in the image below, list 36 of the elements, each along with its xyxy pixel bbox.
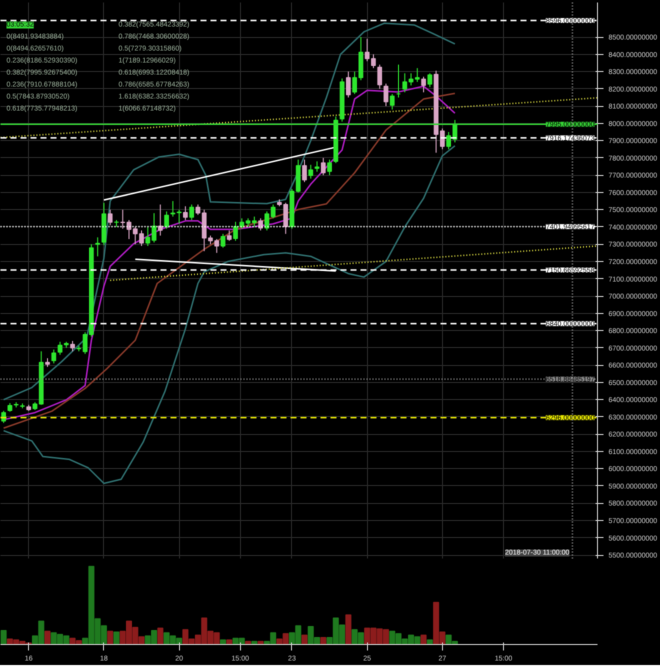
candlestick (51, 349, 56, 364)
candlestick (314, 160, 320, 172)
candlestick (308, 164, 314, 180)
candlestick (189, 204, 194, 221)
candlestick (233, 221, 238, 242)
candlestick (384, 83, 388, 107)
candlestick (421, 76, 426, 93)
bar (345, 614, 352, 644)
candlestick (427, 72, 432, 88)
candlestick (302, 159, 307, 183)
candlestick (164, 210, 169, 230)
bar (44, 630, 51, 644)
candlestick (258, 218, 263, 231)
bar (320, 636, 326, 644)
line-series (2, 22, 456, 400)
candlestick (220, 233, 226, 248)
candlestick (176, 209, 182, 224)
bar (113, 632, 120, 644)
candlestick (158, 204, 163, 236)
bar (301, 634, 308, 644)
line-series (2, 145, 456, 484)
candlestick (183, 206, 188, 221)
candlestick (346, 71, 351, 98)
candlestick (320, 157, 326, 176)
bar (157, 628, 164, 644)
candlestick (377, 64, 382, 90)
candlestick (226, 230, 232, 242)
bar (420, 634, 427, 644)
candlestick (58, 341, 62, 356)
bar (0, 630, 7, 644)
candlestick (390, 94, 395, 110)
bar (107, 630, 114, 644)
candlestick (70, 340, 75, 352)
candlestick (170, 200, 176, 218)
candlestick (108, 209, 113, 226)
candlestick (327, 159, 332, 176)
